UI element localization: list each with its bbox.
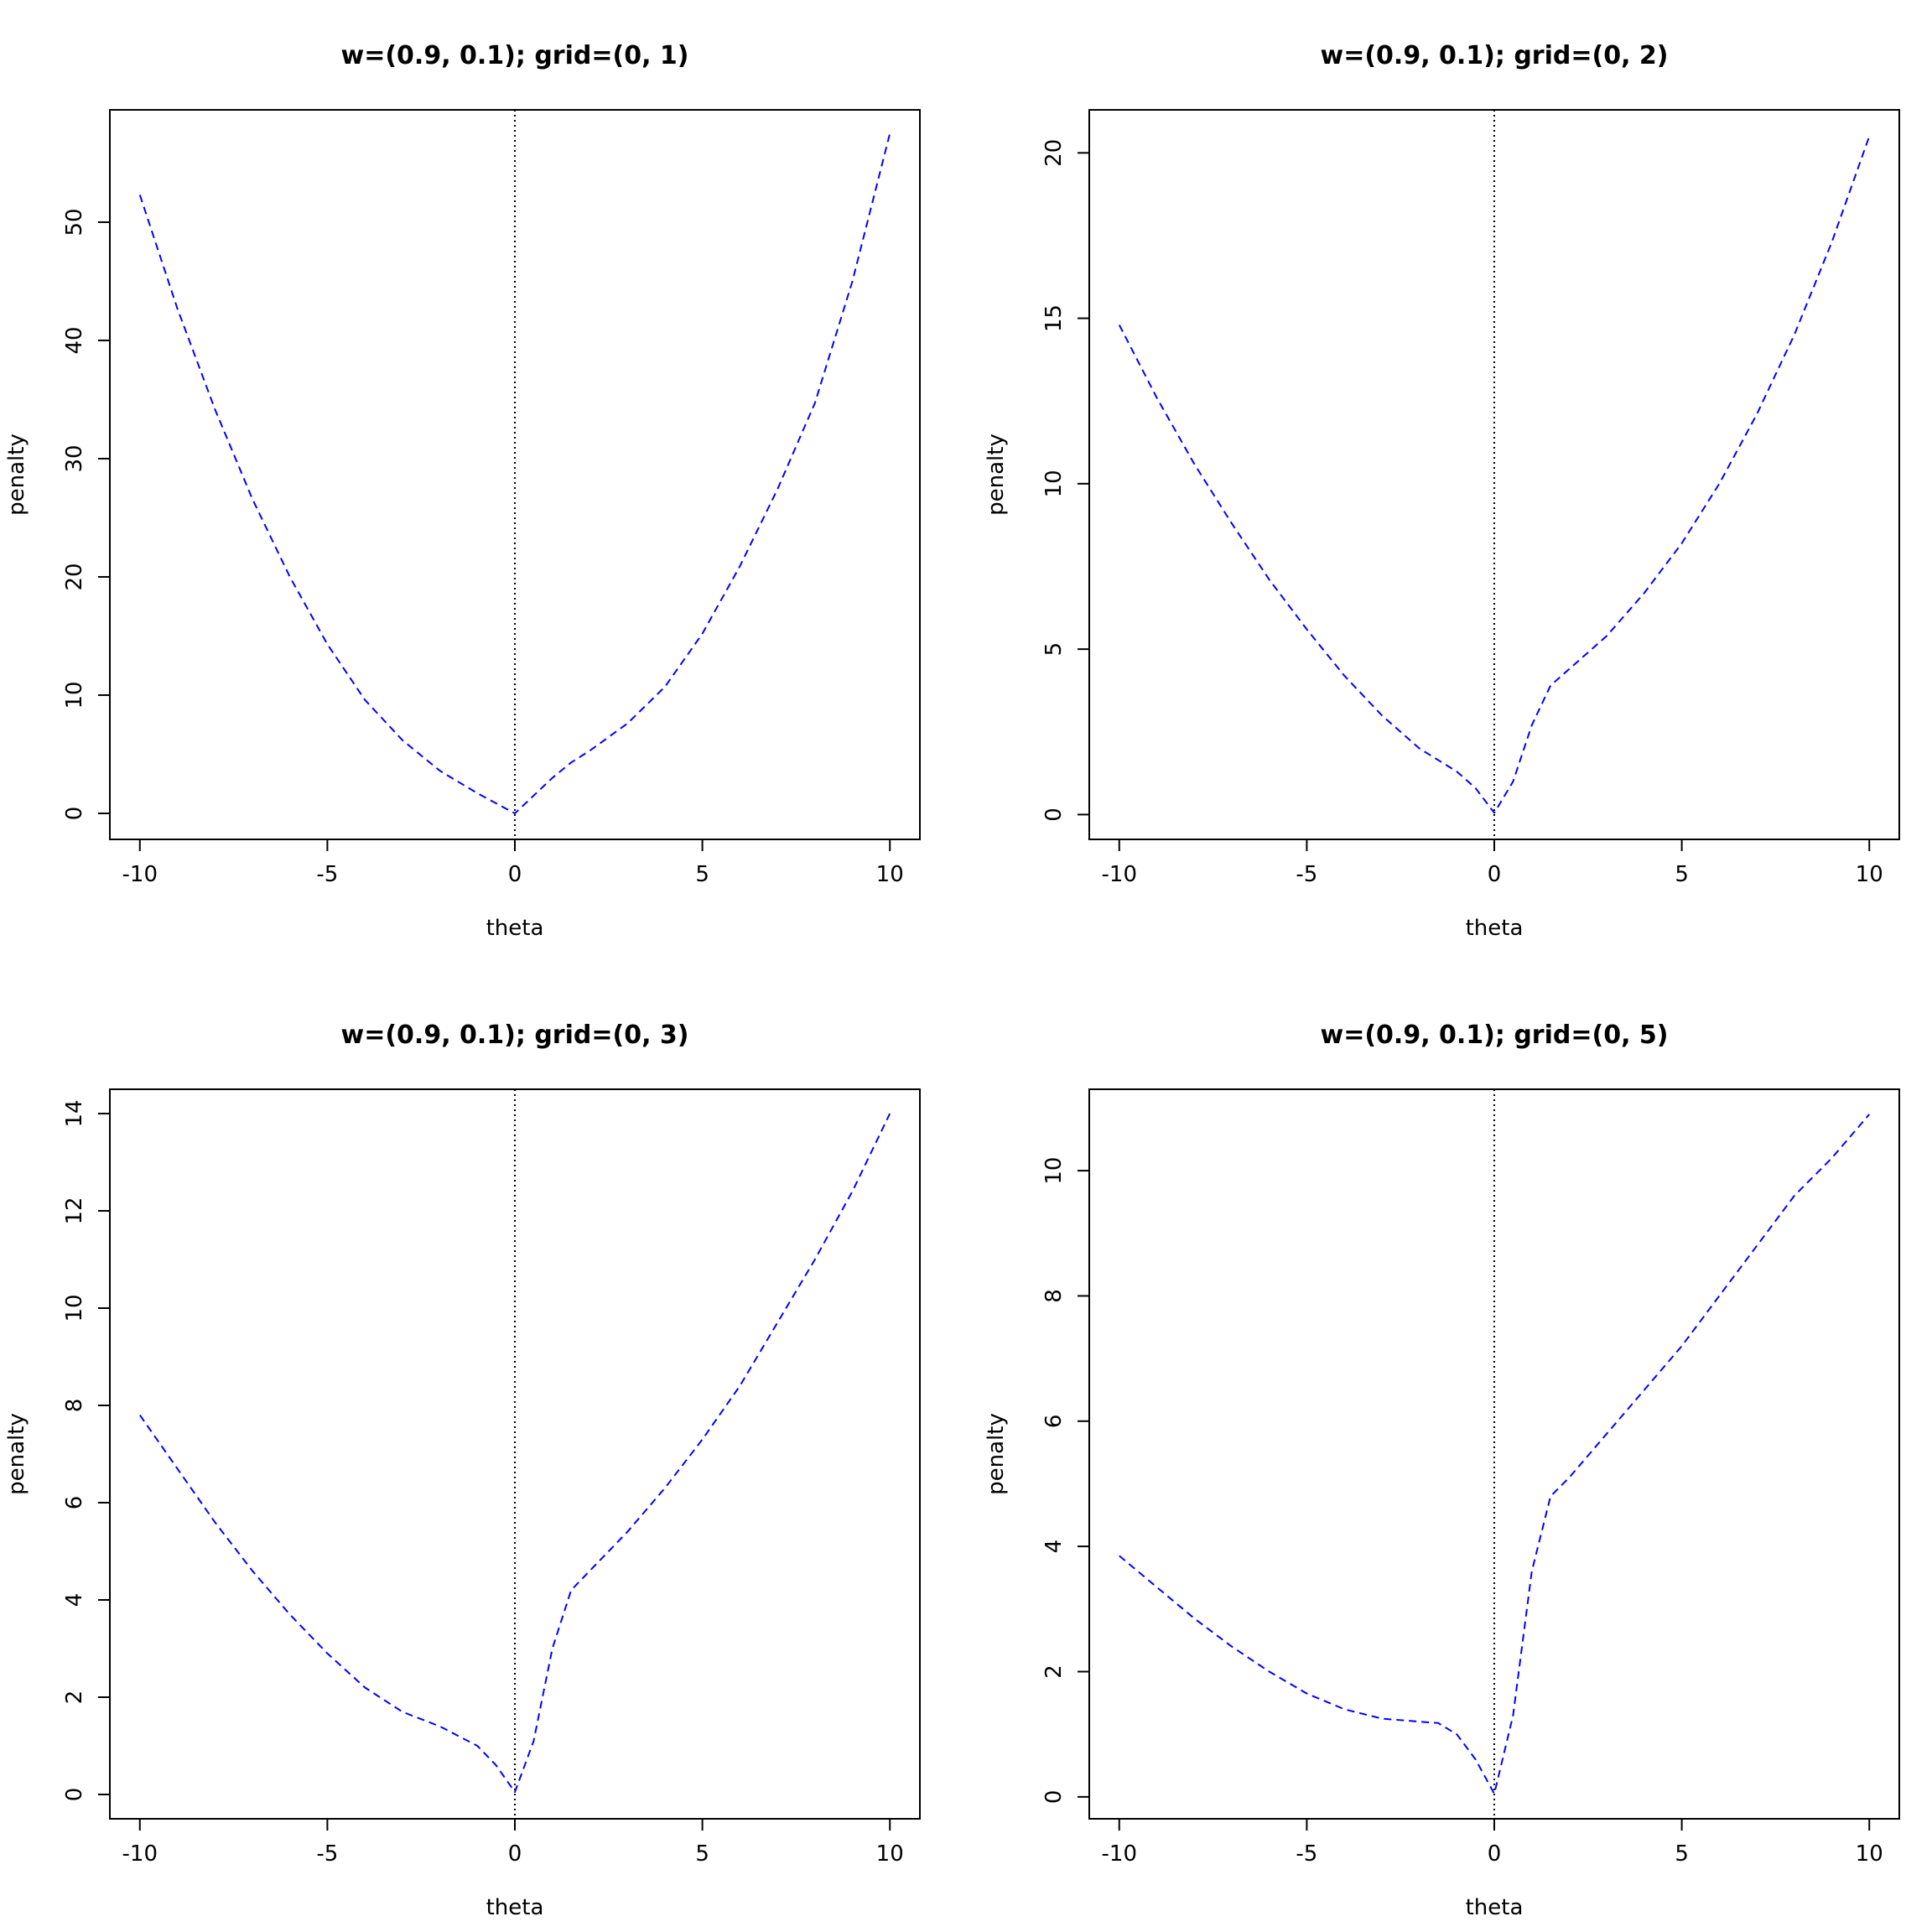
x-tick-label: -5 (316, 1841, 338, 1867)
x-tick-label: 5 (1675, 1841, 1689, 1867)
x-tick-label: 0 (1488, 1841, 1502, 1867)
x-axis-label: theta (1466, 1895, 1524, 1920)
y-tick-label: 14 (62, 1099, 87, 1127)
penalty-series-line (138, 1113, 891, 1794)
chart-panel-1: w=(0.9, 0.1); grid=(0, 1) -10 -5 0 5 10 0 10 20 3… (4, 41, 921, 941)
y-tick-label: 40 (62, 326, 87, 354)
y-tick-label: 50 (62, 208, 87, 236)
penalty-series-line (1119, 1114, 1870, 1795)
x-tick-label: 10 (1856, 862, 1883, 887)
penalty-series-line (1118, 136, 1871, 814)
y-tick-label: 0 (1041, 1790, 1067, 1805)
y-tick-label: 8 (1041, 1289, 1067, 1303)
x-tick-label: 5 (695, 1841, 709, 1867)
y-tick-label: 10 (1041, 1157, 1067, 1185)
y-tick-label: 4 (1041, 1540, 1067, 1554)
x-tick-label: 10 (876, 862, 904, 887)
x-tick-label: 5 (1675, 862, 1689, 887)
y-axis-label: penalty (984, 1413, 1009, 1495)
chart-panel-4: w=(0.9, 0.1); grid=(0, 5) -10 -5 0 5 10 0 2 4 6 8 1… (984, 1021, 1900, 1920)
y-tick-label: 20 (1041, 139, 1067, 167)
x-tick-label: -10 (1102, 862, 1137, 887)
y-tick-label: 10 (1041, 470, 1067, 497)
chart-title: w=(0.9, 0.1); grid=(0, 1) (340, 41, 688, 70)
y-tick-label: 20 (62, 563, 87, 590)
y-tick-label: 15 (1041, 304, 1067, 332)
y-tick-label: 2 (1041, 1665, 1067, 1679)
y-axis-label: penalty (4, 434, 29, 516)
x-tick-label: -10 (1102, 1841, 1137, 1867)
y-tick-label: 6 (1041, 1415, 1067, 1429)
x-tick-label: -5 (316, 862, 338, 887)
chart-panel-3: w=(0.9, 0.1); grid=(0, 3) -10 -5 0 5 10 0 2 4 6 8 1… (4, 1021, 921, 1920)
x-tick-label: 0 (508, 1841, 522, 1867)
x-axis-label: theta (1466, 916, 1524, 941)
x-tick-label: -10 (122, 862, 158, 887)
chart-title: w=(0.9, 0.1); grid=(0, 3) (340, 1021, 688, 1050)
x-tick-label: 0 (1488, 862, 1502, 887)
y-tick-label: 30 (62, 444, 87, 472)
y-tick-label: 0 (62, 1788, 87, 1802)
y-tick-label: 2 (62, 1690, 87, 1705)
x-tick-label: -5 (1296, 1841, 1317, 1867)
y-tick-label: 12 (62, 1197, 87, 1224)
x-tick-label: 0 (508, 862, 522, 887)
chart-title: w=(0.9, 0.1); grid=(0, 2) (1320, 41, 1668, 70)
y-tick-label: 8 (62, 1399, 87, 1413)
y-tick-label: 0 (1041, 808, 1067, 822)
x-tick-label: -10 (122, 1841, 158, 1867)
y-tick-label: 6 (62, 1496, 87, 1510)
y-tick-label: 10 (62, 1294, 87, 1322)
x-tick-label: 10 (1856, 1841, 1883, 1867)
y-tick-label: 0 (62, 807, 87, 821)
chart-panel-2: w=(0.9, 0.1); grid=(0, 2) -10 -5 0 5 10 0 5 10 15… (984, 41, 1900, 941)
y-tick-label: 5 (1041, 642, 1067, 657)
x-axis-label: theta (486, 1895, 544, 1920)
chart-title: w=(0.9, 0.1); grid=(0, 5) (1320, 1021, 1668, 1050)
y-axis-label: penalty (4, 1413, 29, 1495)
x-tick-label: -5 (1296, 862, 1317, 887)
y-tick-label: 4 (62, 1593, 87, 1607)
penalty-series-line (138, 132, 891, 814)
x-axis-label: theta (486, 916, 544, 941)
x-tick-label: 5 (695, 862, 709, 887)
x-tick-label: 10 (876, 1841, 904, 1867)
y-axis-label: penalty (984, 434, 1009, 516)
y-tick-label: 10 (62, 681, 87, 709)
